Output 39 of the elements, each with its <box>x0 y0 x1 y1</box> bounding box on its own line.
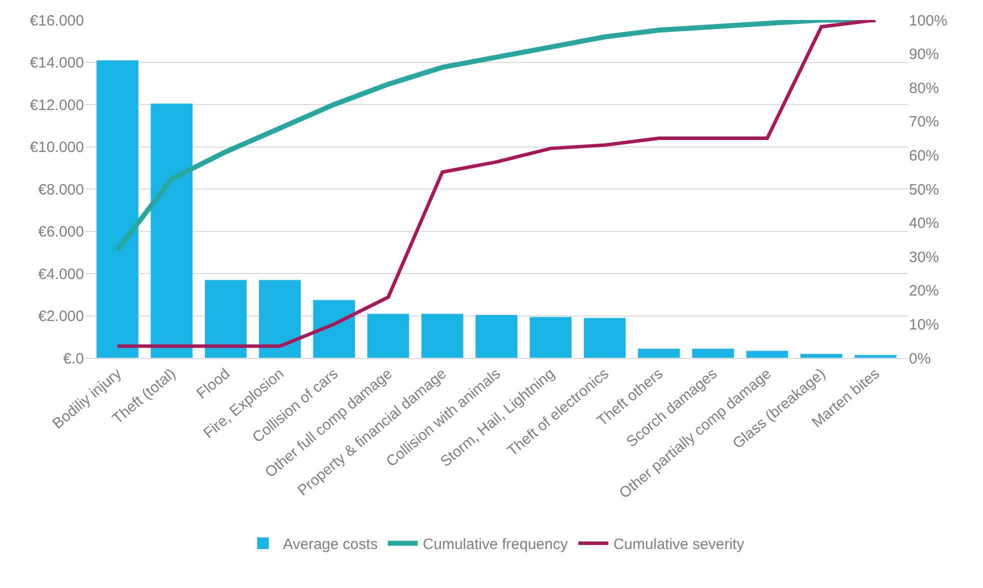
y2-tick-label: 0% <box>909 350 931 368</box>
y2-tick-label: 70% <box>909 114 940 131</box>
y-tick-label: €12.000 <box>30 96 84 114</box>
y-tick-label: €6.000 <box>38 224 84 240</box>
y2-tick-label: 20% <box>909 282 940 300</box>
bar <box>420 313 464 358</box>
y2-tick-label: 10% <box>909 316 940 334</box>
y-tick-label: €4.000 <box>38 266 84 283</box>
y2-tick-label: 40% <box>909 215 940 232</box>
y2-tick-label: 80% <box>909 80 940 97</box>
bar <box>800 354 843 358</box>
bar <box>96 60 139 358</box>
bar <box>475 314 518 358</box>
y-tick-label: €14.000 <box>30 54 84 72</box>
legend-label: Cumulative severity <box>613 536 745 554</box>
y-tick-label: €16.000 <box>30 12 84 30</box>
y-tick-label: €10.000 <box>30 139 84 156</box>
bar <box>258 280 302 358</box>
bar <box>529 316 572 358</box>
y-tick-label: €2.000 <box>38 308 84 325</box>
legend-label: Cumulative frequency <box>422 536 568 554</box>
bar <box>746 350 789 358</box>
legend-label: Average costs <box>283 536 378 554</box>
bar <box>638 348 680 358</box>
y2-tick-label: 90% <box>909 46 940 64</box>
bar <box>366 313 410 358</box>
bar <box>854 354 897 358</box>
y-tick-label: €.0 <box>63 350 84 368</box>
bar <box>583 318 626 358</box>
bar <box>204 280 248 358</box>
bar <box>150 103 193 358</box>
y2-tick-label: 50% <box>909 181 940 198</box>
y2-tick-label: 30% <box>909 248 940 266</box>
bar <box>312 300 356 358</box>
y2-tick-label: 60% <box>909 147 940 164</box>
line-series <box>116 20 878 348</box>
y2-tick-label: 100% <box>909 12 948 30</box>
y-tick-label: €8.000 <box>38 181 84 198</box>
bar <box>692 348 734 358</box>
